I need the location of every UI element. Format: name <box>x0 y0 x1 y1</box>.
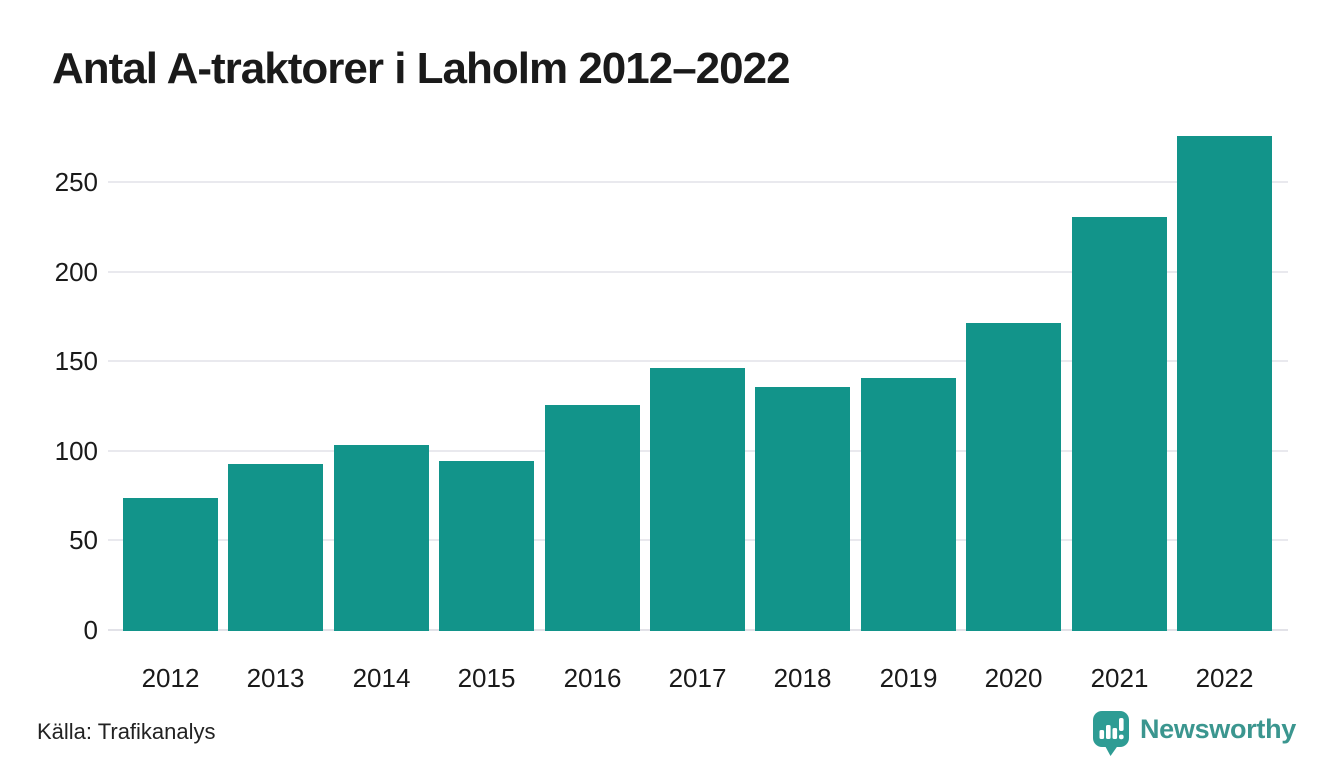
y-tick-label-0: 0 <box>83 615 98 645</box>
gridline-250 <box>108 181 1288 183</box>
y-tick-label-50: 50 <box>69 525 98 555</box>
bar-2014 <box>334 445 429 631</box>
x-tick-label-2014: 2014 <box>352 663 411 693</box>
bar-2016 <box>545 405 640 631</box>
bar-2022 <box>1177 136 1272 631</box>
x-tick-label-2020: 2020 <box>984 663 1043 693</box>
bar-2012 <box>123 498 218 631</box>
y-tick-label-250: 250 <box>54 167 98 197</box>
chart-title: Antal A-traktorer i Laholm 2012–2022 <box>52 44 791 93</box>
x-tick-label-2013: 2013 <box>246 663 305 693</box>
bar-2019 <box>861 378 956 631</box>
brand-name: Newsworthy <box>1139 714 1296 744</box>
bar-2021 <box>1072 217 1167 631</box>
bar-2020 <box>966 323 1061 631</box>
x-tick-label-2016: 2016 <box>563 663 622 693</box>
x-tick-label-2022: 2022 <box>1195 663 1254 693</box>
x-tick-label-2019: 2019 <box>879 663 938 693</box>
newsworthy-bubble-barchart-icon <box>1092 711 1129 756</box>
bar-2013 <box>228 464 323 631</box>
x-tick-label-2021: 2021 <box>1090 663 1149 693</box>
bar-2017 <box>650 368 745 631</box>
bar-2015 <box>439 461 534 631</box>
y-tick-label-100: 100 <box>54 436 98 466</box>
y-tick-label-200: 200 <box>54 257 98 287</box>
y-tick-label-150: 150 <box>54 346 98 376</box>
source-label: Källa: Trafikanalys <box>37 719 216 744</box>
newsworthy-logo[interactable]: Newsworthy <box>1092 710 1296 757</box>
gridline-150 <box>108 360 1288 362</box>
x-tick-label-2012: 2012 <box>141 663 200 693</box>
x-tick-label-2018: 2018 <box>773 663 832 693</box>
x-tick-label-2017: 2017 <box>668 663 727 693</box>
x-tick-label-2015: 2015 <box>457 663 516 693</box>
gridline-200 <box>108 271 1288 273</box>
bar-2018 <box>755 387 850 631</box>
